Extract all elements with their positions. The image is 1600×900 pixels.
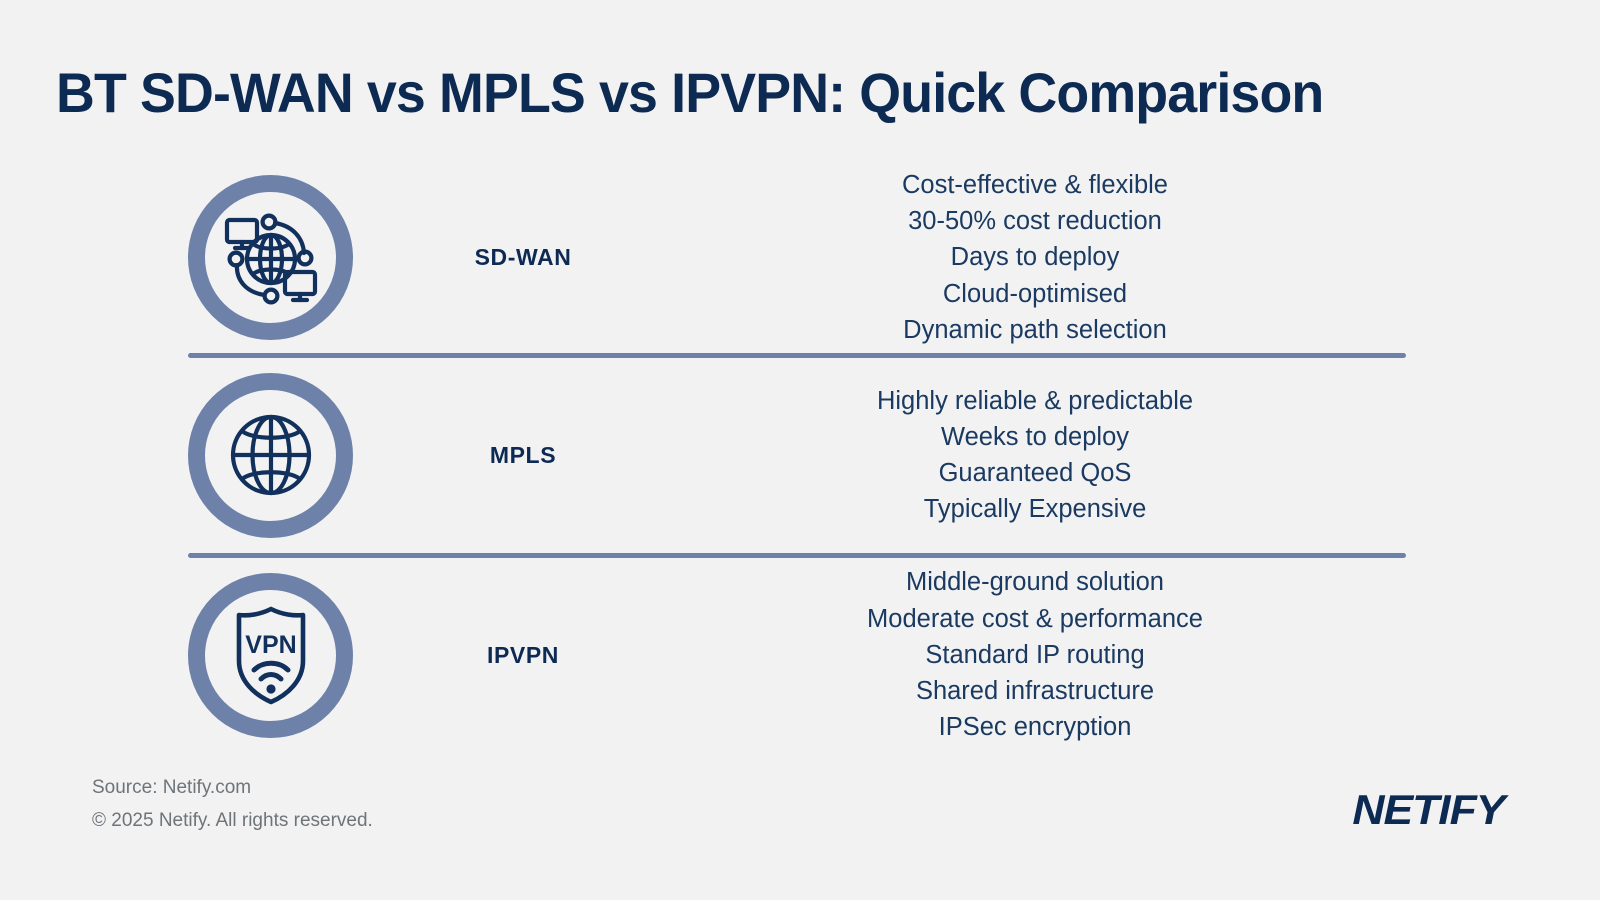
feature-item: 30-50% cost reduction [908, 207, 1162, 236]
comparison-rows: SD-WAN Cost-effective & flexible 30-50% … [0, 160, 1600, 755]
feature-item: Dynamic path selection [903, 315, 1167, 344]
network-globe-devices-icon [188, 175, 353, 340]
feature-item: Typically Expensive [923, 495, 1147, 524]
vpn-shield-icon: VPN [188, 572, 353, 738]
page-title: BT SD-WAN vs MPLS vs IPVPN: Quick Compar… [56, 61, 1324, 124]
feature-item: Guaranteed QoS [938, 459, 1132, 487]
feature-item: Weeks to deploy [940, 422, 1130, 451]
comparison-row-sdwan: SD-WAN Cost-effective & flexible 30-50% … [0, 160, 1600, 355]
globe-icon [188, 372, 353, 538]
comparison-row-ipvpn: VPN IPVPN Middle-ground solution Moderat… [0, 555, 1600, 755]
row-features-ipvpn: Middle-ground solution Moderate cost & p… [688, 564, 1600, 745]
feature-item: Moderate cost & performance [867, 604, 1203, 633]
footer-copyright: © 2025 Netify. All rights reserved. [92, 810, 373, 831]
feature-item: Highly reliable & predictable [876, 386, 1194, 415]
feature-item: IPSec encryption [938, 713, 1132, 742]
row-label-mpls: MPLS [489, 441, 557, 468]
feature-item: Middle-ground solution [906, 568, 1164, 597]
feature-item: Shared infrastructure [915, 677, 1155, 706]
footer-source: Source: Netify.com [92, 777, 252, 798]
comparison-row-mpls: MPLS Highly reliable & predictable Weeks… [0, 355, 1600, 555]
row-label-ipvpn: IPVPN [486, 641, 560, 668]
vpn-shield-label: VPN [245, 631, 296, 659]
feature-item: Cost-effective & flexible [902, 170, 1168, 199]
feature-item: Days to deploy [950, 243, 1120, 272]
row-divider [188, 553, 1406, 558]
netify-logo: NETIFY [1352, 786, 1505, 833]
row-divider [188, 353, 1406, 358]
row-features-sdwan: Cost-effective & flexible 30-50% cost re… [688, 167, 1600, 348]
row-label-sdwan: SD-WAN [474, 244, 572, 270]
feature-item: Standard IP routing [925, 640, 1145, 669]
row-features-mpls: Highly reliable & predictable Weeks to d… [688, 383, 1600, 528]
feature-item: Cloud-optimised [942, 279, 1128, 308]
